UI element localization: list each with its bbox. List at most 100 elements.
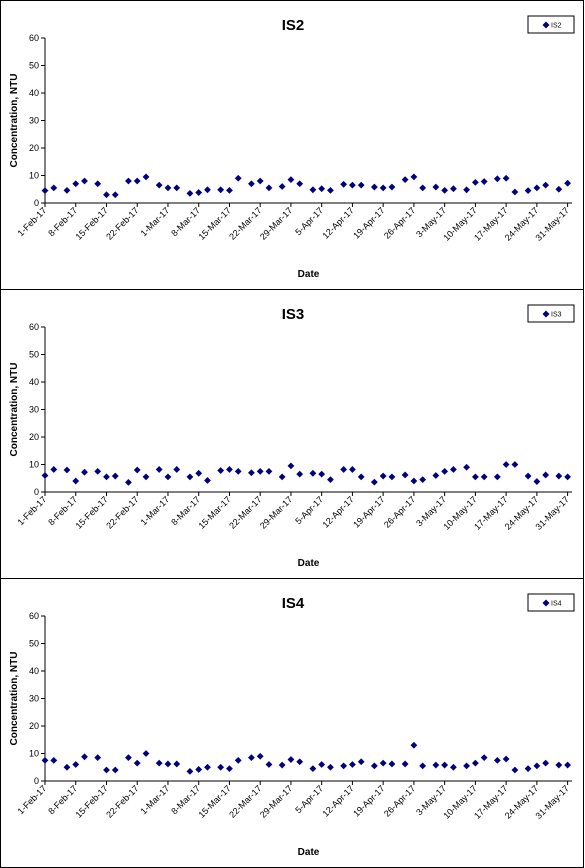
data-point — [63, 763, 71, 771]
data-point — [357, 758, 365, 766]
data-point — [410, 741, 418, 749]
y-tick-label: 60 — [29, 611, 39, 621]
chart-panel-is2: IS2 IS2 0 10 20 30 40 50 60 1-Feb-17 8-Feb-17 15-Fe… — [0, 0, 584, 290]
data-point — [63, 466, 71, 474]
data-point — [81, 753, 88, 761]
data-point — [463, 186, 470, 194]
x-tick-label: 31-May-17 — [534, 205, 571, 242]
data-point — [226, 466, 233, 473]
data-point — [81, 468, 88, 476]
data-point — [63, 186, 71, 194]
data-point — [419, 762, 427, 770]
y-tick-label: 10 — [29, 460, 39, 470]
x-tick-label: 1-Feb-17 — [16, 494, 49, 527]
data-point — [471, 759, 479, 767]
y-tick-label: 40 — [29, 88, 39, 98]
data-point — [432, 761, 440, 769]
data-point — [278, 761, 286, 769]
data-point — [441, 186, 449, 194]
data-point — [164, 760, 172, 768]
data-point — [111, 766, 119, 774]
y-tick-label: 20 — [29, 432, 39, 442]
data-point — [555, 472, 563, 480]
data-point — [564, 473, 572, 481]
data-point — [309, 469, 317, 477]
data-point — [296, 470, 304, 478]
data-point — [388, 183, 396, 191]
data-point — [125, 754, 132, 762]
x-axis-label: Date — [298, 558, 320, 569]
data-point — [493, 175, 501, 183]
y-tick-label: 0 — [34, 776, 39, 786]
x-tick-label: 19-Apr-17 — [351, 783, 386, 818]
data-point — [511, 766, 519, 774]
data-point — [370, 478, 378, 486]
data-point — [401, 176, 409, 184]
data-point — [287, 462, 295, 470]
x-tick-label: 22-Feb-17 — [104, 205, 140, 241]
data-point — [41, 187, 49, 195]
data-point — [142, 473, 150, 481]
data-point — [524, 187, 532, 195]
data-point — [471, 473, 479, 481]
y-tick-label: 50 — [29, 639, 39, 649]
data-point — [111, 191, 119, 199]
data-point — [234, 174, 242, 182]
y-tick-label: 30 — [29, 694, 39, 704]
legend-label: IS4 — [551, 601, 562, 608]
legend: IS2 — [527, 15, 575, 34]
data-point — [524, 472, 532, 480]
data-point — [450, 466, 457, 473]
data-point — [94, 467, 102, 475]
y-tick-label: 60 — [29, 322, 39, 332]
data-point — [256, 467, 264, 475]
x-tick-label: 22-Feb-17 — [104, 494, 140, 530]
chart-panel-is3: IS3 IS3 0 10 20 30 40 50 60 1-Feb-17 8-Feb-17 15-Fe… — [0, 289, 584, 579]
data-point — [410, 477, 418, 485]
data-point — [248, 180, 255, 188]
y-tick-label: 30 — [29, 405, 39, 415]
data-point — [72, 180, 80, 188]
data-point — [432, 183, 440, 191]
data-point — [195, 766, 203, 773]
data-point — [186, 473, 194, 481]
data-point — [564, 179, 572, 187]
x-tick-label: 22-Feb-17 — [104, 783, 140, 819]
x-tick-label: 26-Apr-17 — [382, 783, 417, 818]
x-tick-label: 29-Mar-17 — [258, 494, 294, 530]
data-point — [133, 466, 141, 474]
data-point — [340, 180, 348, 188]
data-point — [533, 184, 541, 192]
data-point — [463, 762, 470, 770]
legend-marker — [542, 599, 550, 607]
data-point — [419, 184, 427, 192]
data-point — [133, 759, 141, 767]
data-point — [125, 478, 132, 486]
data-point — [72, 477, 80, 485]
data-point — [555, 761, 563, 769]
data-point — [186, 189, 194, 197]
data-point — [410, 173, 418, 181]
data-point — [480, 754, 488, 762]
data-point — [401, 471, 409, 479]
legend-label: IS2 — [551, 23, 562, 30]
data-point — [533, 478, 541, 485]
x-tick-label: 26-Apr-17 — [382, 494, 417, 529]
x-tick-label: 26-Apr-17 — [382, 205, 417, 240]
chart-panel-is4: IS4 IS4 0 10 20 30 40 50 60 1-Feb-17 8-Feb-17 15-Fe… — [0, 578, 584, 868]
data-point — [103, 766, 110, 774]
data-point — [388, 473, 396, 481]
data-point — [50, 466, 58, 473]
data-point — [173, 184, 181, 192]
data-point — [256, 752, 264, 760]
legend-label: IS3 — [551, 312, 562, 319]
data-point — [370, 762, 378, 770]
data-point — [142, 750, 150, 757]
chart-title: IS4 — [282, 595, 305, 612]
data-point — [234, 467, 242, 475]
x-tick-label: 19-Apr-17 — [351, 205, 386, 240]
data-point — [511, 461, 519, 468]
data-point — [217, 467, 225, 474]
data-point — [265, 761, 273, 768]
data-point — [111, 472, 119, 480]
